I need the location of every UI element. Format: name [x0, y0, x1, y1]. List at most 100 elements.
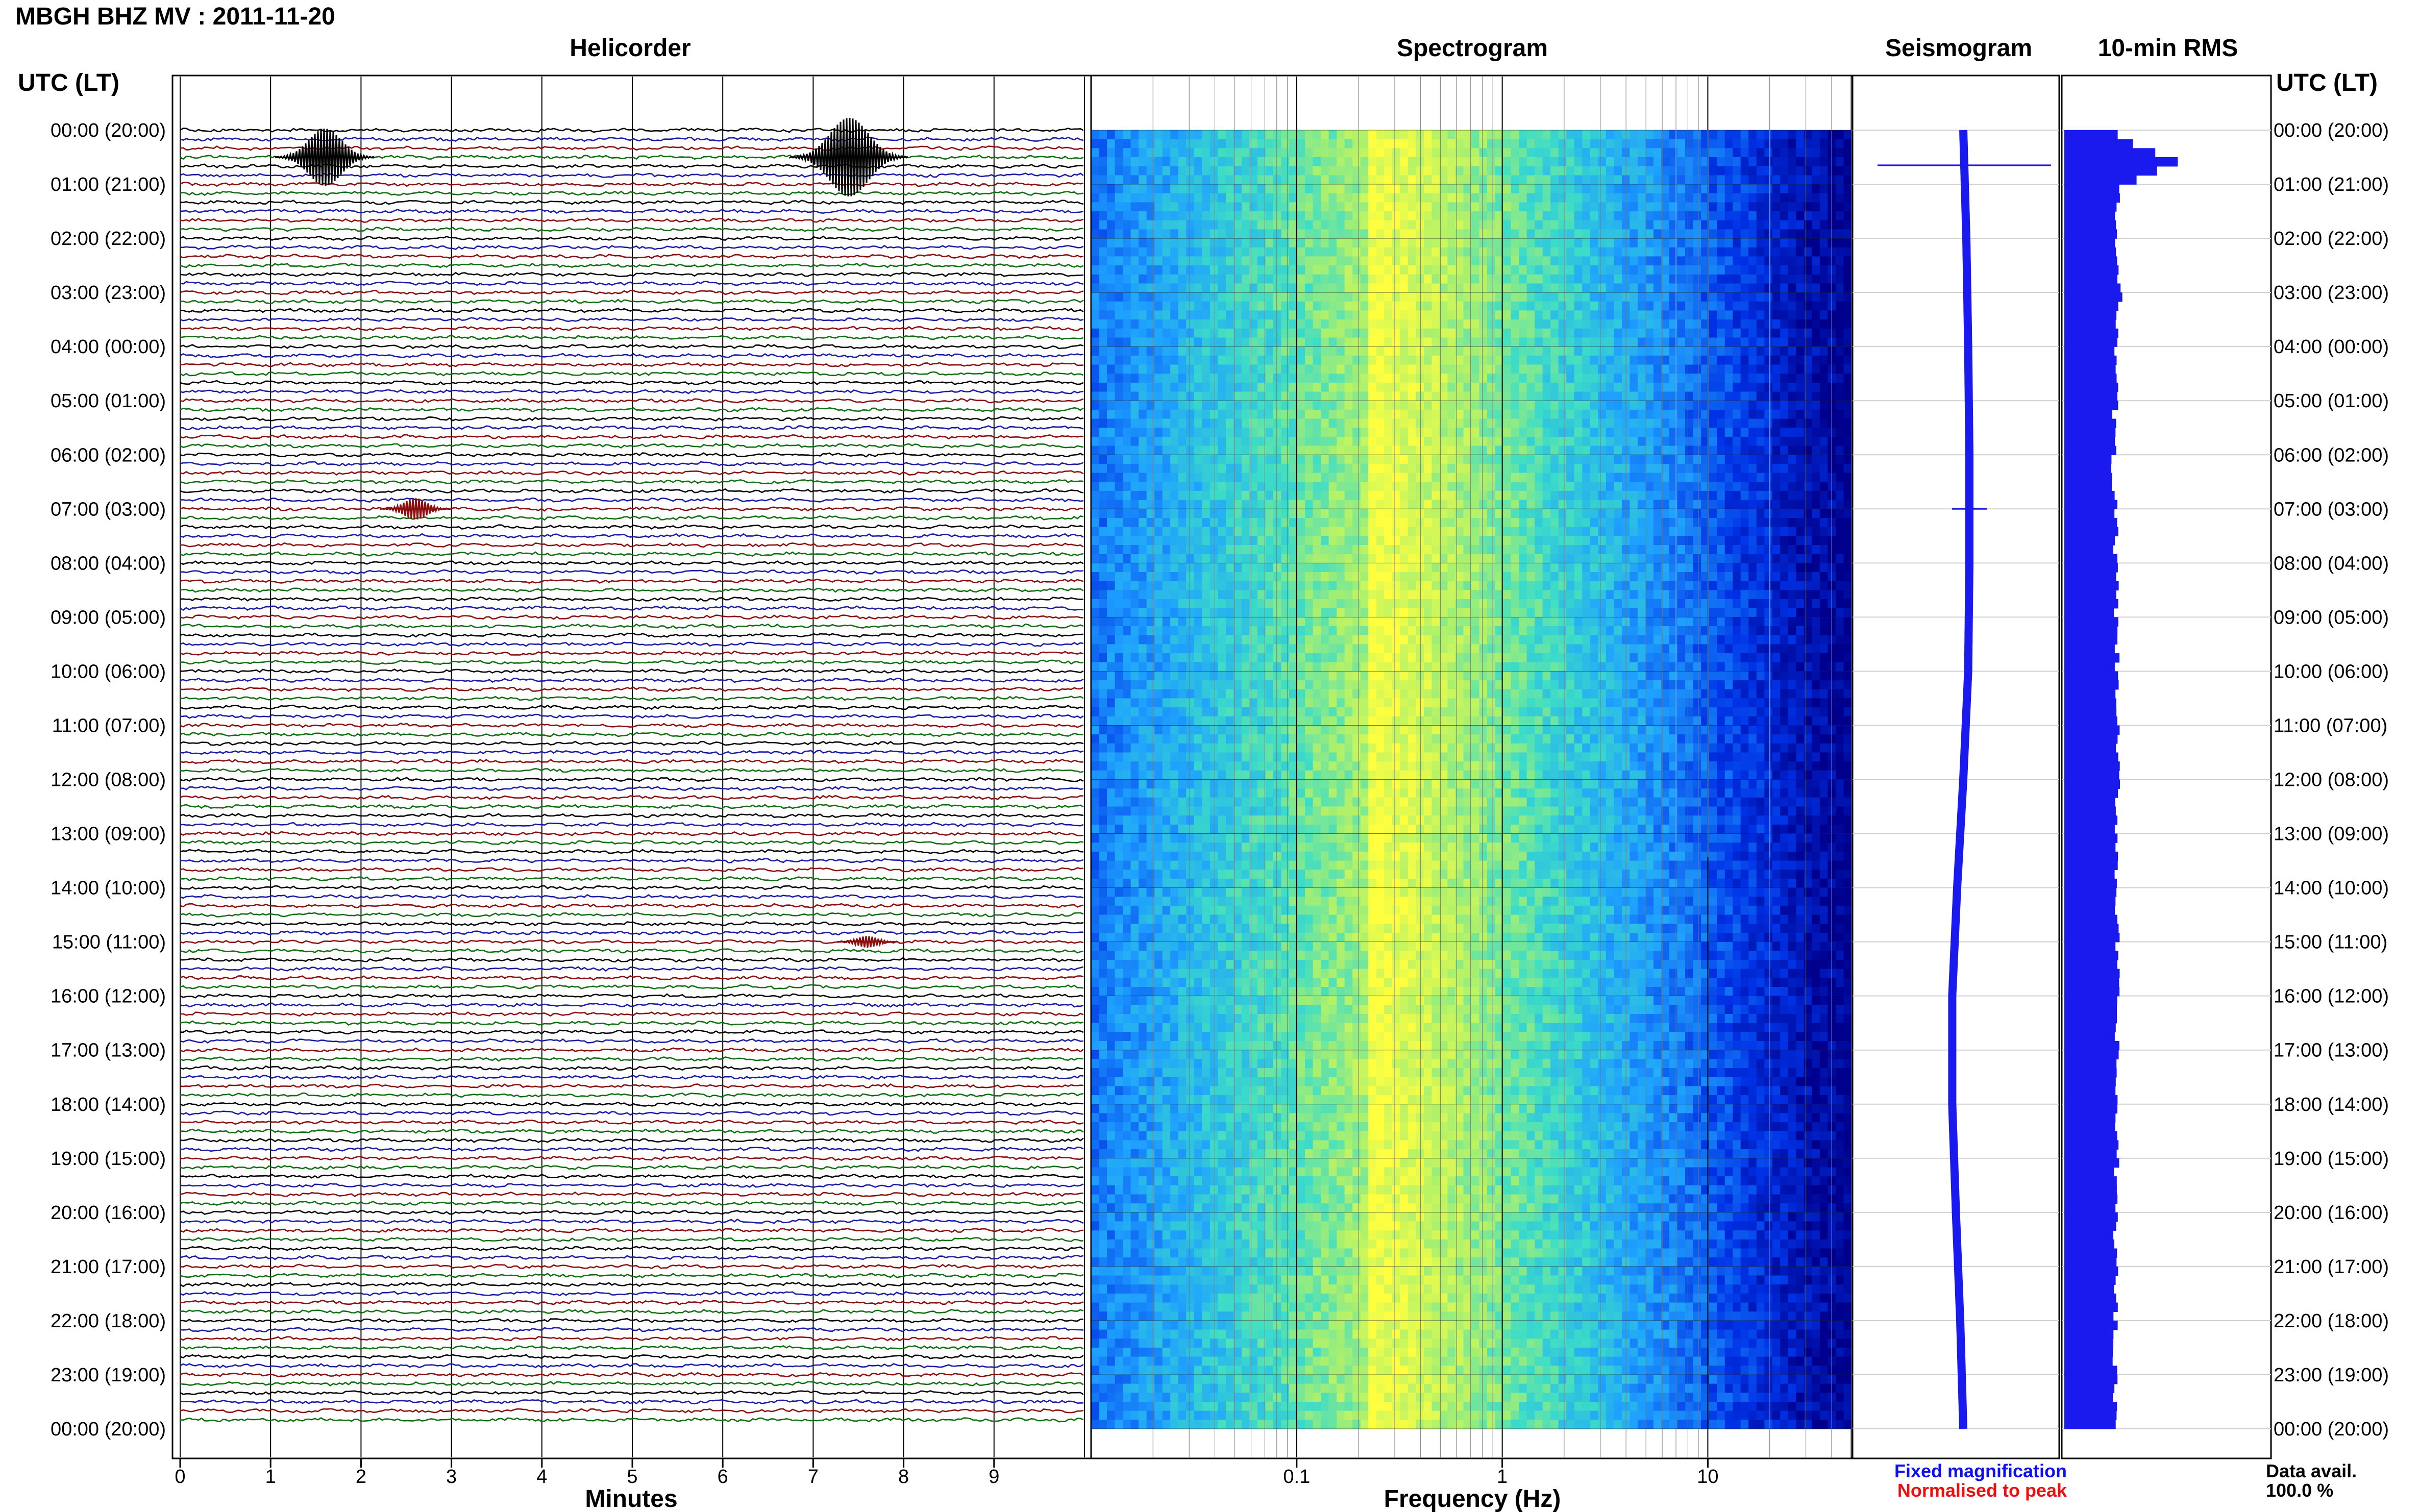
- spectrogram-cell: [1542, 428, 1551, 437]
- spectrogram-cell: [1724, 328, 1733, 338]
- spectrogram-cell: [1843, 283, 1852, 293]
- spectrogram-cell: [1186, 428, 1195, 437]
- spectrogram-cell: [1677, 509, 1686, 518]
- spectrogram-cell: [1257, 463, 1266, 474]
- spectrogram-cell: [1186, 202, 1195, 212]
- spectrogram-cell: [1542, 247, 1551, 257]
- spectrogram-cell: [1360, 247, 1369, 257]
- spectrogram-cell: [1653, 473, 1662, 482]
- spectrogram-cell: [1099, 418, 1107, 428]
- spectrogram-cell: [1558, 473, 1567, 482]
- spectrogram-cell: [1526, 374, 1535, 383]
- spectrogram-cell: [1590, 445, 1598, 455]
- spectrogram-cell: [1091, 509, 1100, 518]
- spectrogram-cell: [1115, 211, 1123, 221]
- spectrogram-cell: [1115, 463, 1123, 474]
- spectrogram-cell: [1606, 463, 1614, 474]
- spectrogram-cell: [1772, 166, 1781, 176]
- spectrogram-cell: [1218, 301, 1226, 311]
- spectrogram-cell: [1352, 328, 1361, 338]
- spectrogram-cell: [1225, 175, 1234, 185]
- spectrogram-cell: [1225, 265, 1234, 275]
- spectrogram-cell: [1756, 202, 1765, 212]
- spectrogram-cell: [1471, 473, 1480, 482]
- spectrogram-cell: [1463, 265, 1472, 275]
- spectrogram-cell: [1645, 463, 1654, 474]
- spectrogram-cell: [1796, 473, 1805, 482]
- spectrogram-cell: [1693, 401, 1701, 410]
- spectrogram-cell: [1724, 256, 1733, 266]
- spectrogram-cell: [1606, 328, 1614, 338]
- spectrogram-cell: [1645, 184, 1654, 194]
- spectrogram-cell: [1693, 328, 1701, 338]
- spectrogram-cell: [1535, 563, 1543, 573]
- spectrogram-cell: [1463, 202, 1472, 212]
- spectrogram-cell: [1542, 310, 1551, 320]
- spectrogram-cell: [1756, 364, 1765, 374]
- spectrogram-cell: [1606, 436, 1614, 447]
- spectrogram-cell: [1099, 229, 1107, 239]
- spectrogram-cell: [1210, 436, 1218, 447]
- spectrogram-cell: [1194, 382, 1202, 392]
- spectrogram-cell: [1748, 382, 1757, 392]
- spectrogram-cell: [1241, 238, 1250, 248]
- spectrogram-cell: [1812, 545, 1820, 555]
- spectrogram-cell: [1788, 455, 1796, 464]
- spectrogram-cell: [1661, 509, 1670, 518]
- spectrogram-cell: [1297, 391, 1305, 401]
- spectrogram-cell: [1740, 364, 1749, 374]
- spectrogram-cell: [1740, 301, 1749, 311]
- spectrogram-cell: [1178, 310, 1187, 320]
- spectrogram-cell: [1305, 193, 1314, 203]
- spectrogram-cell: [1693, 283, 1701, 293]
- spectrogram-cell: [1431, 247, 1440, 257]
- spectrogram-cell: [1431, 265, 1440, 275]
- spectrogram-cell: [1590, 265, 1598, 275]
- spectrogram-cell: [1091, 536, 1100, 546]
- spectrogram-cell: [1360, 401, 1369, 410]
- spectrogram-cell: [1756, 563, 1765, 573]
- spectrogram-cell: [1257, 319, 1266, 329]
- spectrogram-cell: [1661, 463, 1670, 474]
- spectrogram-cell: [1210, 328, 1218, 338]
- spectrogram-cell: [1162, 473, 1171, 482]
- spectrogram-cell: [1558, 364, 1567, 374]
- spectrogram-cell: [1289, 229, 1298, 239]
- spectrogram-cell: [1439, 364, 1448, 374]
- spectrogram-cell: [1582, 527, 1591, 536]
- spectrogram-cell: [1812, 374, 1820, 383]
- spectrogram-cell: [1107, 238, 1116, 248]
- spectrogram-cell: [1590, 473, 1598, 482]
- spectrogram-cell: [1447, 428, 1456, 437]
- spectrogram-cell: [1693, 463, 1701, 474]
- spectrogram-cell: [1194, 509, 1202, 518]
- spectrogram-cell: [1400, 482, 1409, 491]
- spectrogram-cell: [1360, 436, 1369, 447]
- spectrogram-cell: [1780, 536, 1789, 546]
- spectrogram-cell: [1764, 436, 1773, 447]
- spectrogram-cell: [1313, 500, 1321, 509]
- time-tick-label-right: 14:00 (10:00): [2274, 878, 2389, 899]
- spectrogram-cell: [1748, 409, 1757, 419]
- spectrogram-cell: [1194, 292, 1202, 302]
- spectrogram-cell: [1447, 500, 1456, 509]
- spectrogram-cell: [1566, 563, 1575, 573]
- spectrogram-cell: [1400, 490, 1409, 501]
- spectrogram-cell: [1225, 301, 1234, 311]
- spectrogram-cell: [1733, 229, 1741, 239]
- spectrogram-cell: [1368, 328, 1377, 338]
- spectrogram-cell: [1265, 554, 1274, 563]
- spectrogram-cell: [1218, 265, 1226, 275]
- spectrogram-cell: [1693, 265, 1701, 275]
- spectrogram-cell: [1542, 283, 1551, 293]
- spectrogram-cell: [1748, 536, 1757, 546]
- spectrogram-cell: [1653, 175, 1662, 185]
- spectrogram-cell: [1376, 482, 1385, 491]
- spectrogram-cell: [1281, 175, 1290, 185]
- spectrogram-cell: [1598, 220, 1607, 230]
- spectrogram-cell: [1685, 428, 1694, 437]
- spectrogram-cell: [1146, 220, 1155, 230]
- spectrogram-cell: [1661, 283, 1670, 293]
- spectrogram-cell: [1360, 500, 1369, 509]
- spectrogram-cell: [1170, 518, 1179, 528]
